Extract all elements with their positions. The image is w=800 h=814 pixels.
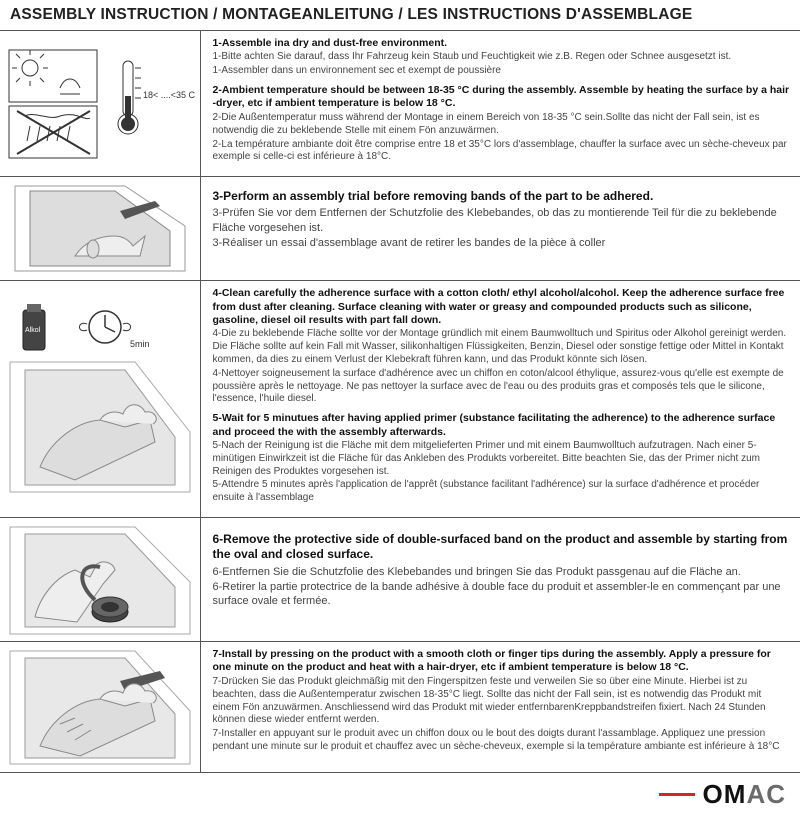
step-2-en: 2-Ambient temperature should be between … <box>213 84 791 111</box>
step-5-de: 5-Nach der Reinigung ist die Fläche mit … <box>213 440 791 478</box>
step-5: 5-Wait for 5 minutues after having appli… <box>213 412 791 505</box>
step-4-en: 4-Clean carefully the adherence surface … <box>213 287 791 327</box>
step-7-de: 7-Drücken Sie das Produkt gleichmäßig mi… <box>213 676 791 727</box>
instruction-table: 18< ....<35 C 1-Assemble ina dry and dus… <box>0 31 800 773</box>
step-6-en: 6-Remove the protective side of double-s… <box>213 532 791 563</box>
illustration-environment: 18< ....<35 C <box>4 35 196 172</box>
step-7-en: 7-Install by pressing on the product wit… <box>213 648 791 675</box>
logo-bar <box>659 793 695 796</box>
step-row-3: Alkol 5min 4-Clean carefully the adheren… <box>0 281 800 518</box>
illustration-trial <box>4 181 196 276</box>
illustration-remove-tape <box>4 522 196 637</box>
step-4-de: 4-Die zu beklebende Fläche sollte vor de… <box>213 328 791 366</box>
logo-part-2: AC <box>746 779 786 809</box>
step-6-fr: 6-Retirer la partie protectrice de la ba… <box>213 580 791 608</box>
logo-part-1: OM <box>703 779 747 809</box>
step-row-4: 6-Remove the protective side of double-s… <box>0 518 800 642</box>
temp-label: 18< ....<35 C <box>143 90 195 100</box>
step-row-5: 7-Install by pressing on the product wit… <box>0 642 800 773</box>
step-2-de: 2-Die Außentemperatur muss während der M… <box>213 112 791 138</box>
step-row-1: 18< ....<35 C 1-Assemble ina dry and dus… <box>0 31 800 177</box>
step-6-de: 6-Entfernen Sie die Schutzfolie des Kleb… <box>213 565 791 579</box>
step-3-fr: 3-Réaliser un essai d'assemblage avant d… <box>213 236 791 250</box>
step-5-en: 5-Wait for 5 minutues after having appli… <box>213 412 791 439</box>
step-3-de: 3-Prüfen Sie vor dem Entfernen der Schut… <box>213 206 791 234</box>
step-row-2: 3-Perform an assembly trial before remov… <box>0 177 800 281</box>
illustration-press <box>4 646 196 768</box>
step-2: 2-Ambient temperature should be between … <box>213 84 791 164</box>
step-5-fr: 5-Attendre 5 minutes après l'application… <box>213 479 791 505</box>
step-1-en: 1-Assemble ina dry and dust-free environ… <box>213 37 791 50</box>
step-1-de: 1-Bitte achten Sie darauf, dass Ihr Fahr… <box>213 51 791 64</box>
step-2-fr: 2-La température ambiante doit être comp… <box>213 139 791 165</box>
step-3-en: 3-Perform an assembly trial before remov… <box>213 189 791 204</box>
step-7-fr: 7-Installer en appuyant sur le produit a… <box>213 728 791 754</box>
footer: OMAC <box>0 773 800 814</box>
step-4: 4-Clean carefully the adherence surface … <box>213 287 791 406</box>
illustration-clean: Alkol 5min <box>4 285 196 513</box>
step-1: 1-Assemble ina dry and dust-free environ… <box>213 37 791 78</box>
alkol-label: Alkol <box>25 327 41 334</box>
step-4-fr: 4-Nettoyer soigneusement la surface d'ad… <box>213 368 791 406</box>
step-1-fr: 1-Assembler dans un environnement sec et… <box>213 65 791 78</box>
brand-logo: OMAC <box>703 779 786 810</box>
time-label: 5min <box>130 339 150 349</box>
page-title: ASSEMBLY INSTRUCTION / MONTAGEANLEITUNG … <box>0 0 800 31</box>
